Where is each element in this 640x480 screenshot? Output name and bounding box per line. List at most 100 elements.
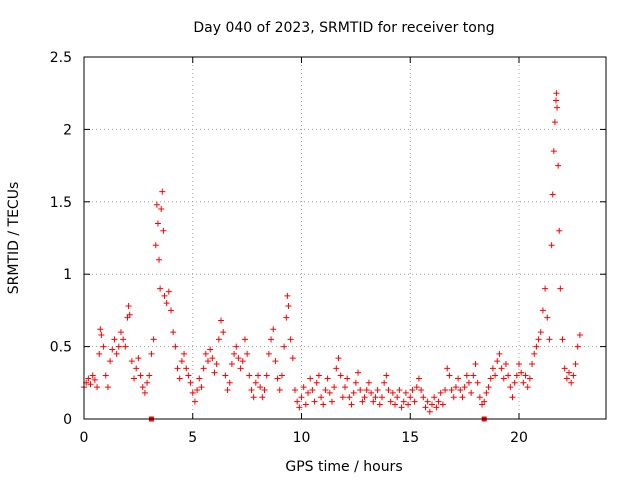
data-point [198, 384, 205, 391]
data-point [337, 372, 344, 379]
data-point [424, 398, 431, 405]
data-point [463, 372, 470, 379]
data-point [394, 394, 401, 401]
data-point [85, 375, 92, 382]
data-point [389, 389, 396, 396]
data-point [187, 379, 194, 386]
data-point [385, 387, 392, 394]
data-point [485, 384, 492, 391]
data-point [348, 401, 355, 408]
data-point [561, 365, 568, 372]
x-tick-label: 15 [401, 430, 419, 446]
data-point [474, 379, 481, 386]
data-point [476, 394, 483, 401]
data-point [529, 360, 536, 367]
data-point [244, 350, 251, 357]
data-point [365, 379, 372, 386]
data-point [422, 404, 429, 411]
data-point [278, 372, 285, 379]
data-point [100, 343, 107, 350]
data-point [446, 372, 453, 379]
data-point [392, 401, 399, 408]
data-point [241, 336, 248, 343]
data-point [97, 326, 104, 333]
data-point [170, 329, 177, 336]
data-point [572, 360, 579, 367]
data-point [291, 387, 298, 394]
data-point [89, 372, 96, 379]
data-point [418, 387, 425, 394]
y-axis-label: SRMTID / TECUs [6, 182, 22, 295]
data-point [442, 387, 449, 394]
data-point [311, 398, 318, 405]
data-point [507, 384, 514, 391]
data-point [520, 379, 527, 386]
data-point [133, 365, 140, 372]
data-point [457, 387, 464, 394]
data-point [91, 376, 98, 383]
data-point [487, 375, 494, 382]
data-point [268, 336, 275, 343]
data-point [259, 394, 266, 401]
data-point [111, 336, 118, 343]
data-point [455, 375, 462, 382]
data-point [574, 343, 581, 350]
data-point [202, 350, 209, 357]
data-point [535, 336, 542, 343]
data-point [183, 365, 190, 372]
data-point [161, 292, 168, 299]
data-point [172, 343, 179, 350]
data-point [370, 398, 377, 405]
y-tick-label: 2.5 [50, 50, 72, 66]
data-point [328, 398, 335, 405]
data-point [94, 384, 101, 391]
y-tick-label: 2 [63, 122, 72, 138]
data-point [137, 372, 144, 379]
data-point [470, 372, 477, 379]
data-point [289, 355, 296, 362]
data-point [557, 285, 564, 292]
data-point [335, 355, 342, 362]
data-point [168, 307, 174, 314]
data-point [159, 188, 166, 195]
data-point [509, 394, 516, 401]
data-point [248, 387, 255, 394]
data-point [481, 398, 488, 405]
x-tick-label: 0 [80, 430, 89, 446]
data-point [452, 384, 459, 391]
data-point [333, 365, 340, 372]
data-point [117, 329, 124, 336]
data-point [448, 387, 455, 394]
data-point [165, 288, 172, 295]
data-point [239, 358, 246, 365]
data-point [283, 314, 290, 321]
data-point [263, 372, 270, 379]
data-point [156, 256, 163, 263]
data-point [294, 398, 301, 405]
data-point [344, 375, 351, 382]
data-point [415, 375, 422, 382]
data-point [533, 343, 540, 350]
data-point [125, 303, 132, 310]
data-point [153, 201, 160, 208]
data-point [326, 389, 333, 396]
data-point [287, 336, 294, 343]
data-point [102, 372, 109, 379]
data-point [96, 350, 103, 357]
y-tick-label: 1 [63, 267, 72, 283]
data-point [176, 375, 183, 382]
data-point [450, 394, 457, 401]
data-point [191, 398, 198, 405]
data-point [426, 408, 433, 415]
data-point [387, 398, 394, 405]
data-point [339, 394, 346, 401]
plot-frame [83, 56, 607, 420]
data-point [246, 372, 253, 379]
data-point [320, 401, 327, 408]
data-point [498, 365, 505, 372]
data-point [220, 329, 227, 336]
data-point [305, 389, 312, 396]
data-point [542, 285, 549, 292]
x-tick-label: 20 [510, 430, 528, 446]
data-point [505, 372, 512, 379]
